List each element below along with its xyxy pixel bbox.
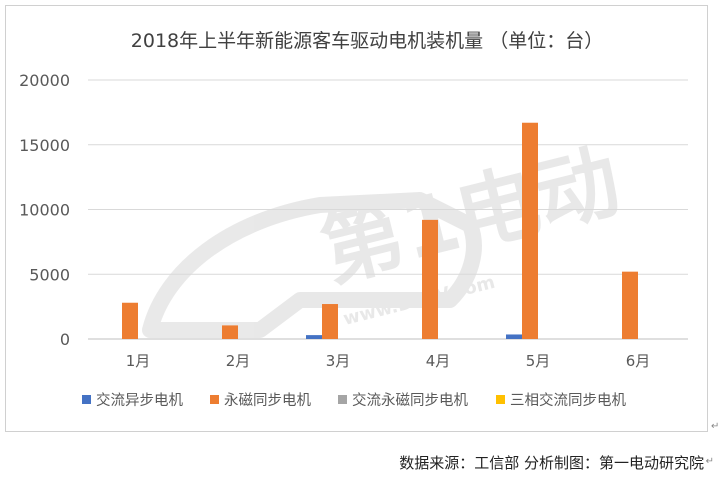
x-axis: 1月 2月 3月 4月 5月 6月 — [126, 352, 651, 370]
x-tick-label: 4月 — [426, 352, 451, 370]
y-tick-label: 15000 — [19, 136, 70, 155]
watermark: 第1电动 www.D1EV.com — [142, 134, 629, 338]
y-tick-label: 10000 — [19, 201, 70, 220]
source-note: 数据来源：工信部 分析制图：第一电动研究院 — [399, 454, 704, 472]
chart-title: 2018年上半年新能源客车驱动电机装机量 （单位：台） — [131, 30, 603, 52]
legend-swatch — [210, 395, 219, 404]
legend: 交流异步电机 永磁同步电机 交流永磁同步电机 三相交流同步电机 — [82, 391, 626, 409]
legend-swatch — [82, 395, 91, 404]
chart-frame — [5, 5, 708, 432]
bar — [522, 122, 538, 339]
return-mark: ↵ — [705, 456, 714, 467]
legend-label: 三相交流同步电机 — [510, 391, 626, 409]
x-tick-label: 5月 — [526, 352, 551, 370]
y-tick-label: 5000 — [29, 265, 70, 284]
bar — [322, 304, 338, 339]
y-tick-label: 20000 — [19, 71, 70, 90]
return-mark: ↵ — [711, 421, 720, 432]
bar — [222, 325, 238, 339]
gridlines — [88, 79, 688, 340]
legend-swatch — [496, 395, 505, 404]
x-tick-label: 3月 — [326, 352, 351, 370]
bar — [306, 335, 322, 339]
bars — [122, 122, 638, 339]
legend-label: 交流异步电机 — [96, 391, 183, 409]
x-tick-label: 2月 — [226, 352, 251, 370]
bar — [622, 271, 638, 339]
x-tick-label: 6月 — [626, 352, 651, 370]
legend-label: 交流永磁同步电机 — [352, 391, 468, 409]
watermark-car-icon — [142, 192, 482, 338]
legend-swatch — [338, 395, 347, 404]
legend-label: 永磁同步电机 — [224, 392, 311, 409]
bar — [506, 334, 522, 339]
bar — [422, 219, 438, 339]
x-tick-label: 1月 — [126, 352, 151, 370]
y-axis: 0 5000 10000 15000 20000 — [19, 71, 70, 349]
y-tick-label: 0 — [60, 330, 70, 349]
bar — [122, 302, 138, 339]
